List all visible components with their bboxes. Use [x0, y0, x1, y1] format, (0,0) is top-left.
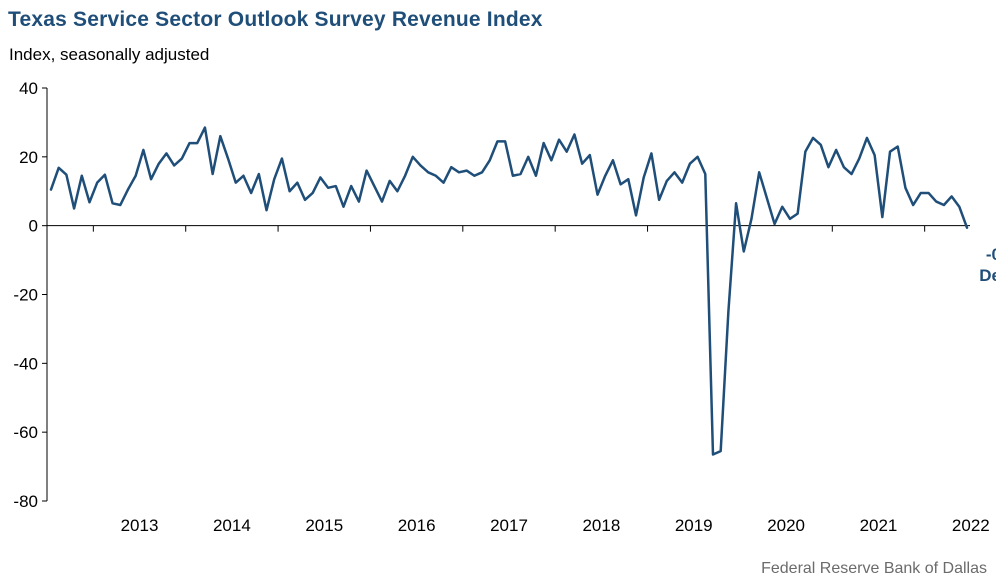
source-note: Federal Reserve Bank of Dallas — [761, 560, 987, 577]
x-tick-label: 2021 — [860, 516, 898, 535]
y-axis-unit-label: Index, seasonally adjusted — [9, 45, 210, 64]
x-tick-label: 2013 — [121, 516, 159, 535]
x-tick-label: 2016 — [398, 516, 436, 535]
latest-value-label: -0.6 — [986, 245, 996, 264]
y-tick-label: -60 — [13, 423, 38, 442]
series-line — [49, 126, 969, 456]
y-tick-label: -80 — [13, 492, 38, 511]
y-tick-label: 0 — [29, 217, 38, 236]
y-axis: 40 20 0 -20 -40 -60 -80 — [13, 79, 48, 511]
latest-month-label: Dec. — [979, 266, 996, 285]
x-tick-label: 2022 — [952, 516, 990, 535]
y-tick-label: -20 — [13, 286, 38, 305]
x-tick-label: 2017 — [490, 516, 528, 535]
y-tick-label: 20 — [19, 148, 38, 167]
series-group — [49, 126, 969, 456]
y-tick-label: -40 — [13, 354, 38, 373]
x-tick-label: 2015 — [305, 516, 343, 535]
x-tick-label: 2019 — [675, 516, 713, 535]
x-tick-label: 2020 — [767, 516, 805, 535]
chart-title: Texas Service Sector Outlook Survey Reve… — [8, 8, 543, 31]
x-tick-label: 2018 — [582, 516, 620, 535]
x-tick-label: 2014 — [213, 516, 251, 535]
annotation-group: -0.6 Dec. — [979, 245, 996, 285]
y-tick-label: 40 — [19, 79, 38, 98]
x-axis: 2013 2014 2015 2016 2017 2018 2019 2020 2021 2022 — [47, 225, 990, 535]
